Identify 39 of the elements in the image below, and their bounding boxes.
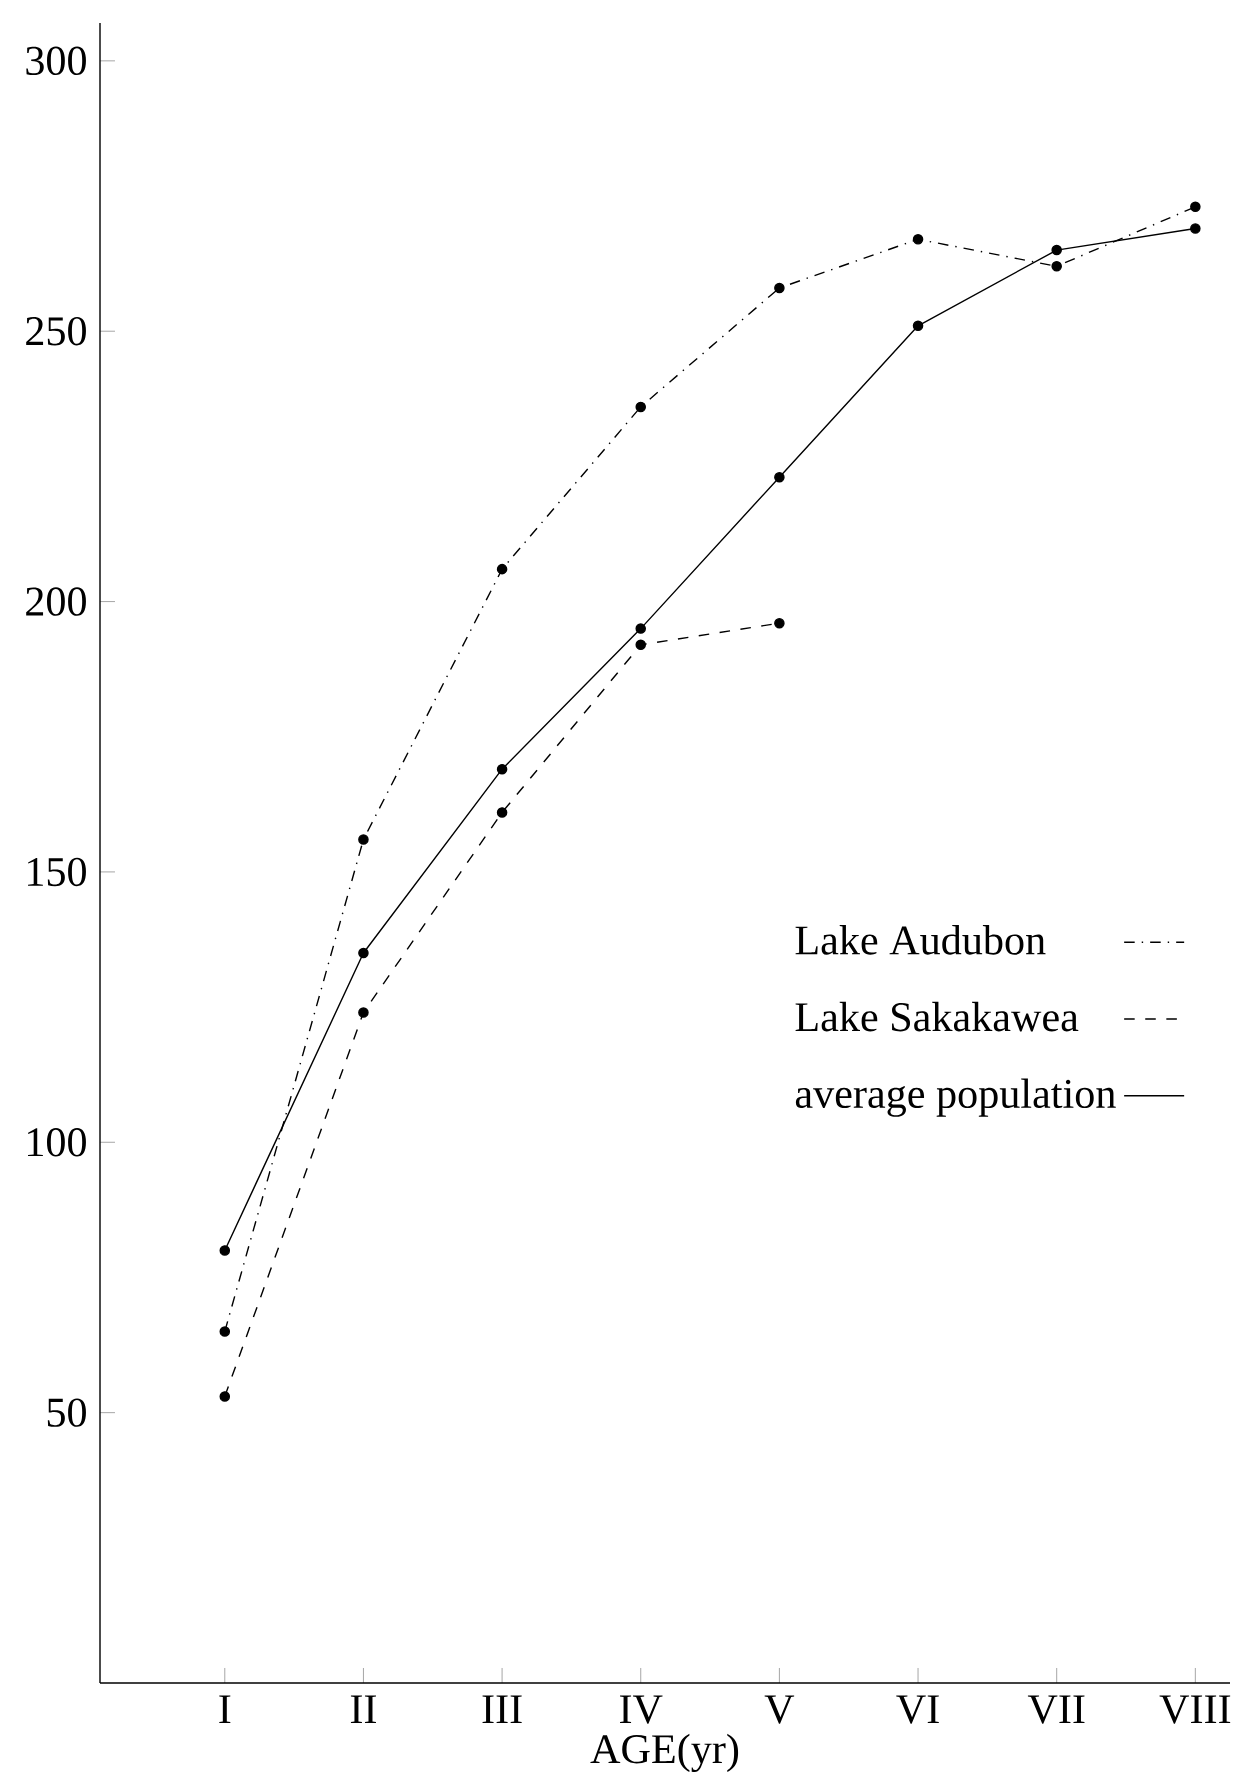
x-tick-label: VII	[1027, 1695, 1085, 1724]
point	[496, 563, 508, 575]
point	[1190, 201, 1201, 213]
point	[219, 1245, 231, 1256]
point	[1051, 261, 1062, 272]
x-tick-label: II	[350, 1695, 376, 1724]
legend-label: Lake Sakakawea	[795, 1001, 1079, 1032]
point	[635, 623, 647, 634]
point	[774, 282, 785, 294]
point	[1190, 223, 1201, 234]
point	[358, 1007, 369, 1018]
point	[358, 947, 369, 959]
y-tick-label: 150	[28, 857, 86, 887]
point	[358, 834, 369, 845]
x-tick-label: VIII	[1159, 1695, 1231, 1724]
point	[635, 639, 647, 651]
legend-label: average population	[795, 1078, 1116, 1117]
legend-label: Lake Audubon	[795, 925, 1046, 955]
point	[912, 234, 924, 245]
point	[496, 763, 508, 775]
point	[219, 1326, 231, 1337]
point	[219, 1391, 231, 1402]
point	[496, 807, 508, 818]
point	[912, 320, 924, 332]
point	[635, 401, 647, 413]
x-tick-label: III	[482, 1695, 522, 1724]
x-tick-label: I	[219, 1695, 231, 1724]
y-tick-label: 250	[26, 316, 86, 346]
y-tick-label: 50	[47, 1398, 86, 1427]
x-tick-label: IV	[620, 1695, 663, 1724]
x-axis-title: AGE(yr)	[590, 1733, 739, 1773]
point	[774, 471, 785, 483]
y-tick-label: 300	[26, 46, 86, 76]
point	[1051, 244, 1062, 256]
y-tick-label: 100	[28, 1128, 86, 1157]
x-tick-label: VI	[896, 1695, 939, 1724]
x-tick-label: V	[764, 1695, 795, 1724]
point	[774, 617, 785, 629]
y-tick-label: 200	[26, 587, 86, 616]
